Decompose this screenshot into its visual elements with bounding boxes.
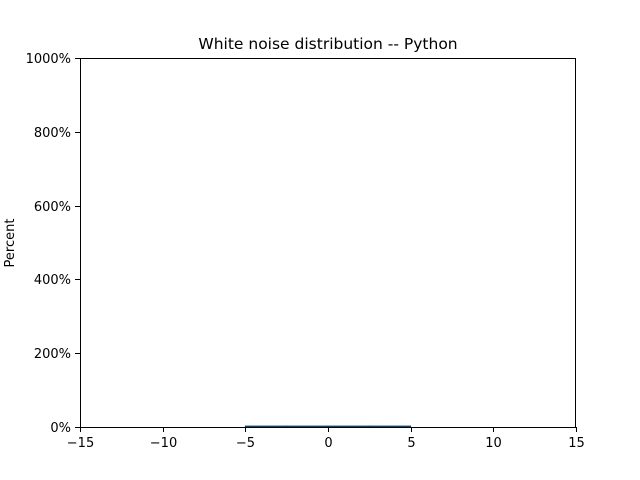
x-tick-label: 10 [485,436,502,451]
y-tick-label: 400% [34,273,71,288]
x-tick-label: 0 [324,436,332,451]
x-tick-label: 15 [568,436,585,451]
y-tick-label: 600% [34,200,71,215]
histogram-bar-0 [244,425,288,428]
chart-title: White noise distribution -- Python [198,35,457,53]
histogram-bar-1 [286,425,329,428]
y-tick-label: 200% [34,347,71,362]
plot-frame [80,58,576,428]
x-tick-label: −15 [67,436,94,451]
x-tick-label: −5 [236,436,255,451]
y-tick-label: 800% [34,126,71,141]
x-tick-label: 5 [407,436,415,451]
axis-ticks: −15 −10 −5 0 5 10 15 0% 200% 400% 600% 800% 1000% [26,52,585,451]
y-axis-label: Percent [3,219,18,268]
histogram-bar-3 [368,425,412,428]
x-tick-label: −10 [150,436,177,451]
y-tick-label: 0% [50,421,71,436]
histogram-bars [244,425,412,428]
y-tick-label: 1000% [26,52,71,67]
histogram-bar-2 [327,425,370,428]
